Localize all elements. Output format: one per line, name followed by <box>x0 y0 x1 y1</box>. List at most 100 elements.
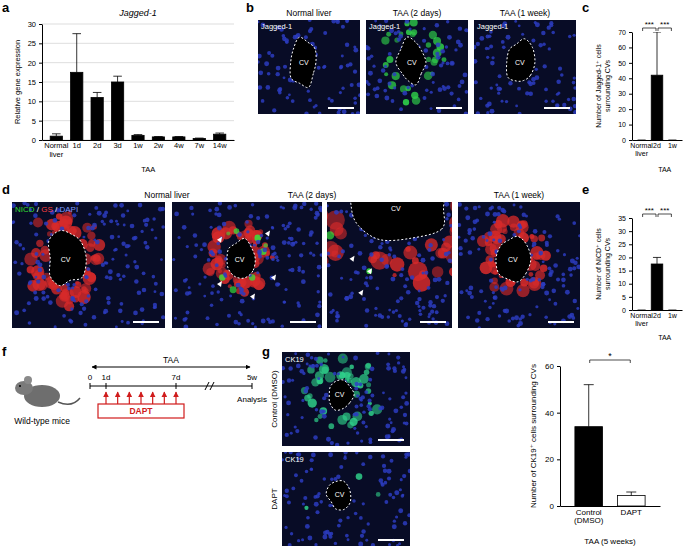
nucleus <box>217 249 222 254</box>
nucleus <box>396 299 400 303</box>
nucleus <box>109 219 113 223</box>
y-tick: 15 <box>28 78 42 87</box>
nucleus <box>62 314 66 318</box>
y-tick-mark <box>39 43 42 44</box>
nucleus <box>111 258 114 261</box>
nucleus <box>489 207 493 211</box>
x-axis: Normalliver2d1w <box>630 311 682 327</box>
bar-chart: 010203040506070Normalliver2d1wNumber of … <box>595 20 683 173</box>
y-tick-mark <box>629 271 632 272</box>
nucleus <box>222 222 227 227</box>
nucleus <box>372 65 375 68</box>
nucleus <box>432 81 435 84</box>
nucleus <box>216 242 220 246</box>
y-tick-mark <box>629 218 632 219</box>
nucleus <box>97 211 102 216</box>
nucleus <box>460 80 465 85</box>
stain-name: NICD <box>15 205 35 214</box>
nucleus <box>310 468 313 471</box>
central-vein <box>329 380 354 411</box>
nucleus <box>266 318 270 322</box>
nucleus <box>399 107 403 111</box>
nucleus <box>319 363 323 367</box>
nucleus <box>435 52 439 56</box>
nucleus <box>104 210 108 214</box>
nucleus <box>280 205 283 208</box>
nucleus <box>304 35 308 39</box>
x-tick-label: 4w <box>174 141 184 150</box>
y-axis: 010203040506070 <box>618 29 632 144</box>
nucleus <box>388 417 391 420</box>
nucleus <box>206 316 210 320</box>
stain-name: GS <box>41 205 53 214</box>
nucleus <box>41 296 46 301</box>
nucleus <box>418 309 421 312</box>
y-tick-mark <box>629 78 632 79</box>
nucleus <box>104 261 107 264</box>
nucleus <box>256 240 261 245</box>
nucleus <box>256 271 259 274</box>
nucleus <box>151 228 154 231</box>
nucleus <box>271 226 274 229</box>
nucleus <box>341 87 344 90</box>
nucleus <box>122 274 126 278</box>
nucleus <box>322 414 327 419</box>
stain-patch <box>327 207 328 223</box>
category-group-label: TAA <box>141 165 155 174</box>
y-tick-mark <box>39 101 42 102</box>
stain-patch <box>349 365 354 370</box>
y-tick-label: 30 <box>618 228 626 235</box>
scale-bar <box>420 321 446 323</box>
nucleus <box>121 242 125 246</box>
nucleus <box>188 286 191 289</box>
nucleus <box>308 365 311 368</box>
nucleus <box>458 84 462 88</box>
error-bar <box>97 92 98 97</box>
nucleus <box>376 352 380 355</box>
nucleus <box>330 441 334 445</box>
y-tick-label: 35 <box>618 215 626 222</box>
nucleus <box>227 205 232 210</box>
scale-bar <box>328 107 354 109</box>
nucleus <box>282 240 287 245</box>
nucleus <box>351 112 355 114</box>
nucleus <box>479 289 483 293</box>
nucleus <box>390 421 393 424</box>
nucleus <box>392 255 396 259</box>
nucleus <box>408 27 411 30</box>
nucleus <box>138 203 143 208</box>
nucleus <box>383 89 387 93</box>
nucleus <box>364 390 368 394</box>
nucleus <box>437 109 441 113</box>
nucleus <box>474 80 478 84</box>
nucleus <box>114 248 117 251</box>
stain-patch <box>530 261 540 271</box>
nucleus <box>513 204 516 207</box>
nucleus <box>505 100 508 103</box>
nucleus <box>478 326 481 328</box>
x-tick-label-line: 14w <box>213 141 227 150</box>
nucleus <box>121 213 126 218</box>
y-tick-label: 10 <box>28 97 36 106</box>
y-tick-mark <box>629 109 632 110</box>
nucleus <box>430 91 433 94</box>
nucleus <box>338 519 342 523</box>
bar-chart: 05101520253035Normalliver2d1wNumber of N… <box>595 206 683 341</box>
nucleus <box>492 302 495 305</box>
nucleus <box>407 513 410 517</box>
nucleus <box>405 20 409 24</box>
stain-patch <box>327 211 345 230</box>
stain-patch <box>343 413 351 421</box>
nucleus <box>553 302 557 306</box>
nucleus <box>492 291 495 294</box>
nucleus <box>387 82 391 86</box>
nucleus <box>14 310 19 315</box>
nucleus <box>90 226 95 231</box>
nucleus <box>421 258 426 263</box>
error-bar <box>76 34 77 73</box>
nucleus <box>311 453 316 458</box>
nucleus <box>355 452 358 454</box>
nucleus <box>556 80 561 85</box>
nucleus <box>353 413 357 417</box>
nucleus <box>368 455 372 459</box>
